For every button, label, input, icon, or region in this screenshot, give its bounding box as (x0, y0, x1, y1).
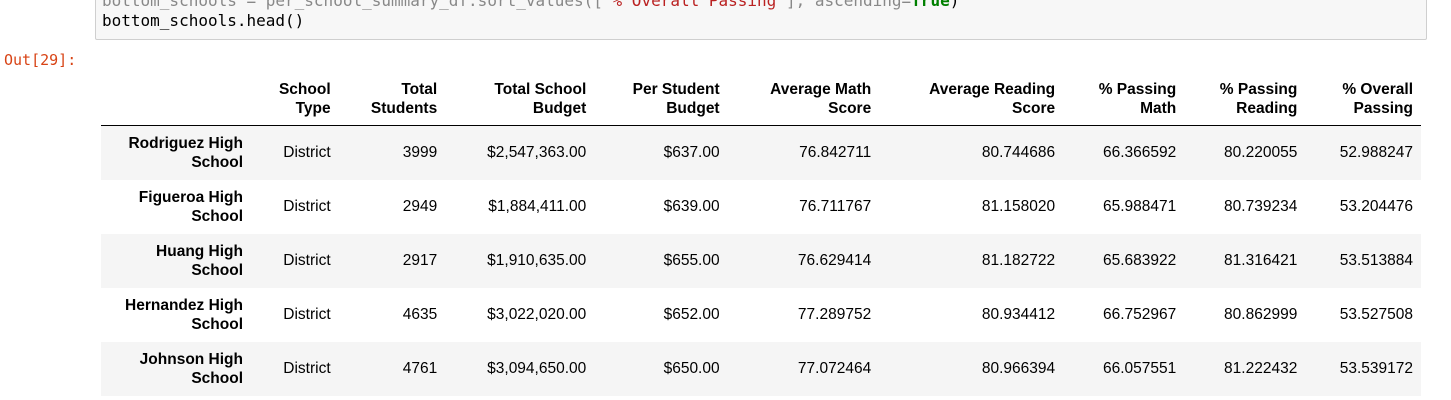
table-cell: $639.00 (663, 197, 720, 215)
table-cell: 81.182722 (981, 251, 1056, 269)
table-row: Huang High School District 2917 $1,910,635.0… (101, 233, 1421, 288)
table-body: Rodriguez High School District 3999 $2,547,3… (101, 125, 1421, 396)
code-line-1: bottom_schools = per_school_summary_df.s… (102, 0, 960, 10)
table-cell: District (283, 305, 331, 323)
table-cell: $3,022,020.00 (487, 305, 587, 323)
table-cell: 80.966394 (981, 359, 1056, 377)
table-cell: 53.513884 (1339, 251, 1413, 269)
table-cell: 65.683922 (1102, 251, 1177, 269)
table-cell: District (283, 251, 331, 269)
table-cell: District (283, 197, 331, 215)
index-header (101, 70, 251, 126)
table-cell: 4761 (402, 359, 438, 377)
table-row: Johnson High School District 4761 $3,094,650… (101, 341, 1421, 396)
table-cell: 80.220055 (1224, 143, 1298, 161)
row-index-label: Hernandez High School (125, 296, 243, 333)
column-header: Per Student Budget (594, 70, 728, 126)
table-row: Hernandez High School District 4635 $3,022,0… (101, 288, 1421, 342)
row-index-label: Rodriguez High School (128, 134, 243, 171)
dataframe-table: School Type Total Students Total School Budge… (101, 70, 1421, 396)
table-cell: District (283, 359, 331, 377)
table-cell: 77.072464 (797, 359, 872, 377)
row-index-label: Johnson High School (139, 350, 243, 387)
table-cell: 66.057551 (1102, 359, 1177, 377)
table-cell: $1,884,411.00 (488, 197, 587, 215)
table-cell: 81.316421 (1224, 251, 1298, 269)
table-cell: $3,094,650.00 (487, 359, 587, 377)
table-cell: 81.222432 (1224, 359, 1298, 377)
table-cell: 77.289752 (797, 305, 872, 323)
column-header: Average Math Score (727, 70, 880, 126)
table-cell: 53.539172 (1339, 359, 1413, 377)
table-cell: 3999 (402, 143, 438, 161)
table-cell: 2917 (402, 251, 438, 269)
column-header: Average Reading Score (879, 70, 1064, 126)
table-cell: 76.842711 (799, 143, 872, 161)
table-cell: 52.988247 (1339, 143, 1413, 161)
table-cell: 4635 (402, 305, 438, 323)
table-cell: 53.527508 (1339, 305, 1413, 323)
code-input-cell[interactable]: bottom_schools = per_school_summary_df.s… (95, 0, 1427, 40)
code-line-2: bottom_schools.head() (102, 11, 305, 30)
table-cell: $652.00 (663, 305, 720, 323)
table-cell: 76.629414 (797, 251, 872, 269)
table-cell: 80.862999 (1224, 305, 1298, 323)
column-header: % Passing Reading (1184, 70, 1306, 126)
table-cell: $637.00 (663, 143, 720, 161)
column-header: % Overall Passing (1305, 70, 1421, 126)
table-cell: $2,547,363.00 (487, 143, 587, 161)
row-index-label: Figueroa High School (138, 188, 243, 225)
table-cell: 53.204476 (1339, 197, 1413, 215)
column-header: Total School Budget (445, 70, 595, 126)
table-cell: 80.739234 (1224, 197, 1298, 215)
table-cell: $650.00 (663, 359, 720, 377)
table-cell: 66.366592 (1102, 143, 1177, 161)
table-cell: $1,910,635.00 (487, 251, 587, 269)
table-cell: 65.988471 (1102, 197, 1177, 215)
table-cell: $655.00 (663, 251, 720, 269)
column-header: Total Students (338, 70, 446, 126)
table-header-row: School Type Total Students Total School Budge… (101, 70, 1421, 126)
table-cell: 76.711767 (799, 197, 872, 215)
table-cell: 81.158020 (981, 197, 1056, 215)
table-cell: 80.934412 (981, 305, 1056, 323)
output-prompt: Out[29]: (4, 51, 77, 69)
column-header: School Type (251, 70, 339, 126)
table-cell: 80.744686 (981, 143, 1056, 161)
table-row: Figueroa High School District 2949 $1,884,41… (101, 180, 1421, 234)
table-cell: 2949 (402, 197, 438, 215)
column-header: % Passing Math (1063, 70, 1185, 126)
table-cell: 66.752967 (1102, 305, 1177, 323)
row-index-label: Huang High School (156, 242, 243, 279)
table-row: Rodriguez High School District 3999 $2,547,3… (101, 125, 1421, 180)
table-cell: District (283, 143, 331, 161)
